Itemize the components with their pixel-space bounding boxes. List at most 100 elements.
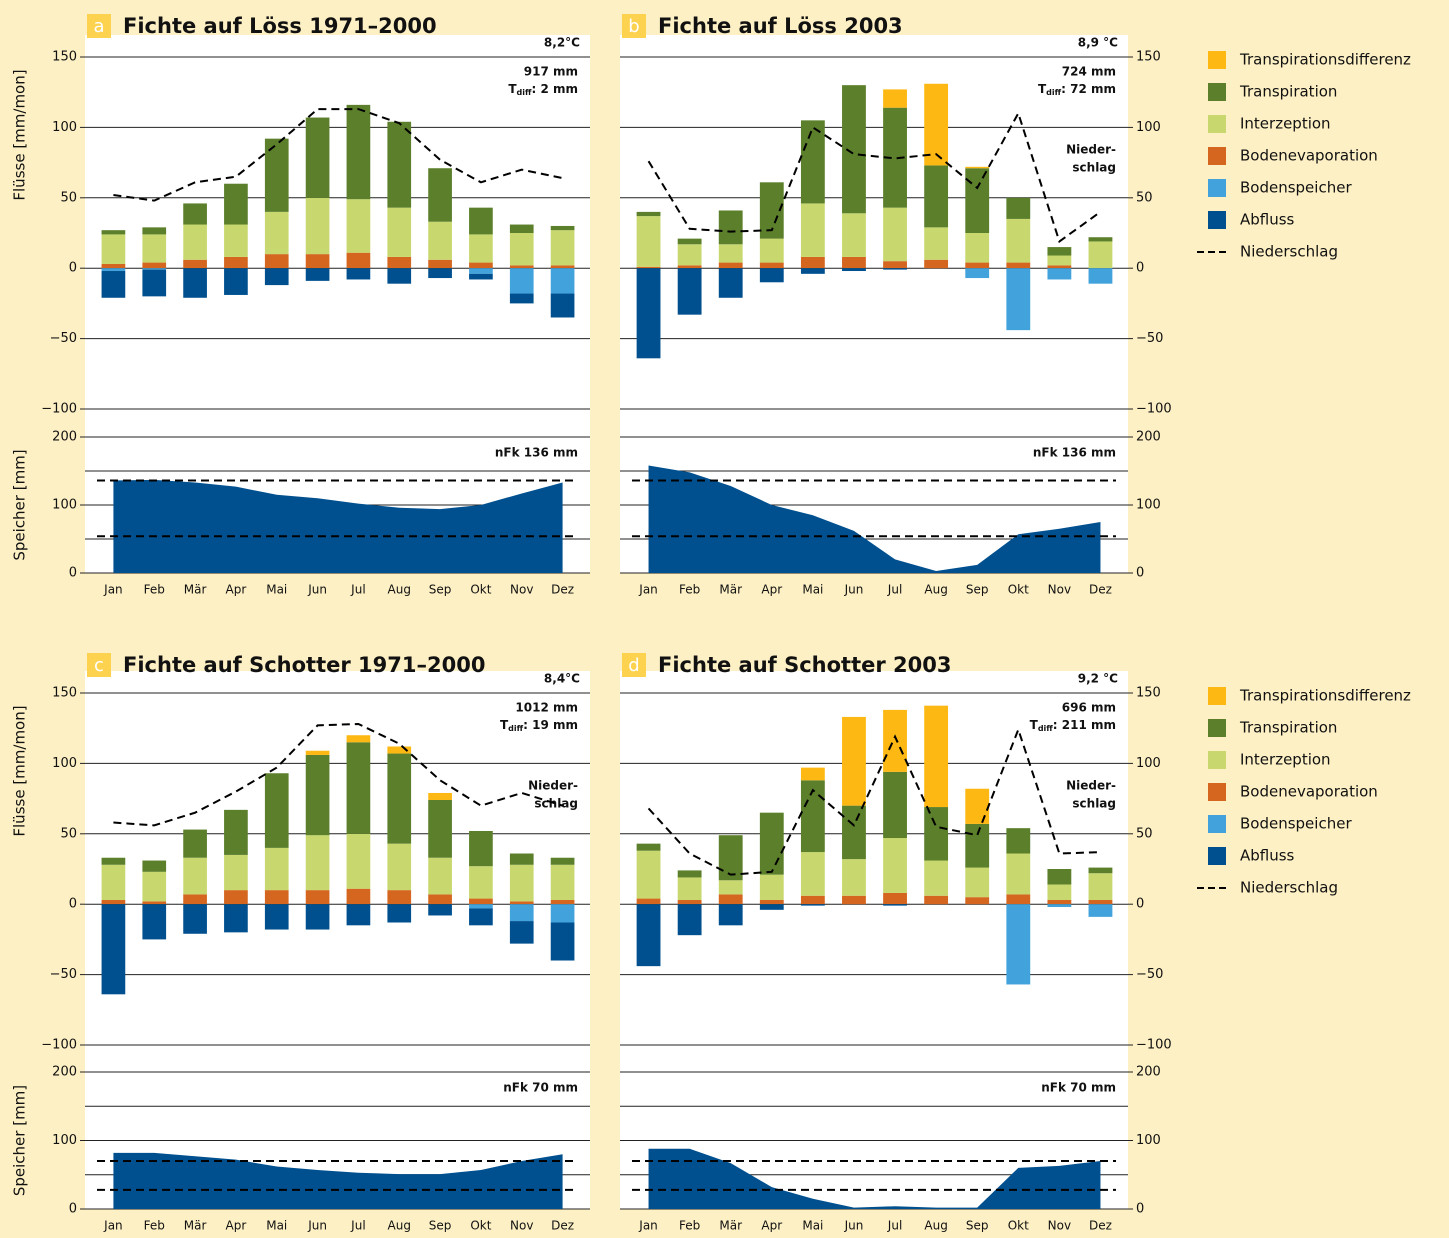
panel-letter: d bbox=[628, 655, 639, 676]
bar-segment bbox=[636, 211, 661, 217]
bar-segment bbox=[883, 89, 907, 108]
x-tick-label: Aug bbox=[388, 1219, 411, 1233]
bar-segment bbox=[469, 207, 493, 235]
y-tick-label: 0 bbox=[1136, 1202, 1144, 1217]
legend-label: Transpirationsdifferenz bbox=[1239, 687, 1411, 705]
bar-segment bbox=[264, 890, 289, 905]
panel-letter: a bbox=[93, 16, 104, 37]
y-tick-label: 150 bbox=[1136, 686, 1161, 701]
bar-segment bbox=[965, 262, 990, 269]
bar-segment bbox=[264, 211, 289, 255]
bar-segment bbox=[550, 922, 575, 961]
legend-label: Interzeption bbox=[1240, 115, 1331, 133]
x-tick-label: Apr bbox=[761, 1219, 782, 1233]
temperature: 9,2 °C bbox=[1078, 672, 1118, 686]
x-tick-label: Jul bbox=[350, 583, 365, 597]
bar-segment bbox=[387, 746, 412, 754]
bar-segment bbox=[924, 165, 949, 228]
x-tick-label: Nov bbox=[510, 583, 533, 597]
x-tick-label: Jun bbox=[307, 583, 327, 597]
bar-segment bbox=[469, 898, 493, 905]
bar-segment bbox=[509, 901, 534, 905]
bar-segment bbox=[883, 709, 907, 772]
bar-segment bbox=[924, 895, 949, 905]
bar-segment bbox=[428, 792, 452, 801]
bar-segment bbox=[677, 244, 702, 266]
temperature: 8,4°C bbox=[544, 672, 580, 686]
bar-segment bbox=[264, 904, 289, 930]
y-tick-label: 100 bbox=[52, 1133, 77, 1148]
tdiff-subscript: diff bbox=[508, 724, 523, 733]
bar-segment bbox=[800, 852, 825, 896]
x-tick-label: Jul bbox=[887, 583, 902, 597]
bar-segment bbox=[101, 857, 126, 865]
x-tick-label: Apr bbox=[226, 1219, 247, 1233]
y-tick-label: 200 bbox=[1136, 430, 1161, 445]
bar-segment bbox=[883, 268, 907, 270]
x-tick-label: Mär bbox=[184, 1219, 207, 1233]
x-tick-label: Jul bbox=[350, 1219, 365, 1233]
legend-label: Abfluss bbox=[1240, 211, 1295, 229]
y-tick-label: 0 bbox=[1136, 566, 1144, 581]
bar-segment bbox=[842, 895, 866, 905]
bar-segment bbox=[183, 904, 207, 934]
y-tick-label: 150 bbox=[1136, 50, 1161, 65]
bar-segment bbox=[264, 773, 289, 848]
bar-segment bbox=[428, 221, 452, 260]
legend-swatch bbox=[1208, 687, 1226, 705]
bar-segment bbox=[509, 904, 534, 922]
bar-segment bbox=[509, 224, 534, 233]
y-tick-label: 50 bbox=[60, 826, 77, 841]
bar-segment bbox=[759, 268, 784, 283]
bar-segment bbox=[387, 904, 412, 923]
tdiff-subscript: diff bbox=[1038, 724, 1053, 733]
bar-segment bbox=[1006, 268, 1031, 331]
bar-segment bbox=[428, 904, 452, 916]
y-tick-label: −100 bbox=[1136, 402, 1172, 417]
legend-swatch bbox=[1208, 115, 1226, 133]
legend-label: Niederschlag bbox=[1240, 243, 1338, 261]
bar-segment bbox=[142, 901, 167, 905]
bar-segment bbox=[387, 843, 412, 891]
legend-swatch bbox=[1208, 751, 1226, 769]
bar-segment bbox=[883, 107, 907, 208]
bar-segment bbox=[428, 168, 452, 222]
bar-segment bbox=[224, 890, 248, 905]
bar-segment bbox=[224, 904, 248, 933]
bar-segment bbox=[183, 894, 207, 905]
storage-annotation: nFk 70 mm bbox=[503, 1081, 578, 1095]
bar-segment bbox=[759, 238, 784, 263]
bar-segment bbox=[469, 866, 493, 899]
precipitation-line bbox=[113, 722, 563, 827]
x-tick-label: Dez bbox=[1089, 583, 1112, 597]
x-tick-label: Mai bbox=[266, 583, 287, 597]
bar-segment bbox=[965, 867, 990, 898]
bar-segment bbox=[550, 857, 575, 865]
bar-segment bbox=[509, 265, 534, 269]
legend-swatch bbox=[1208, 847, 1226, 865]
bar-segment bbox=[101, 899, 126, 905]
bar-segment bbox=[224, 809, 248, 855]
bar-segment bbox=[1088, 268, 1113, 284]
y-tick-label: 0 bbox=[1136, 261, 1144, 276]
bar-segment bbox=[183, 259, 207, 269]
x-tick-label: Feb bbox=[679, 583, 700, 597]
bar-segment bbox=[1006, 218, 1031, 263]
y-tick-label: −50 bbox=[50, 331, 77, 346]
bar-segment bbox=[550, 225, 575, 231]
bar-segment bbox=[842, 256, 866, 269]
annotation: 696 mm bbox=[1062, 701, 1116, 715]
plot-background bbox=[620, 671, 1128, 1209]
bar-segment bbox=[550, 904, 575, 923]
bar-segment bbox=[965, 233, 990, 263]
y-tick-label: 100 bbox=[52, 756, 77, 771]
bar-segment bbox=[550, 293, 575, 318]
x-tick-label: Mai bbox=[802, 1219, 823, 1233]
legend-label: Interzeption bbox=[1240, 751, 1331, 769]
bar-segment bbox=[718, 268, 743, 298]
bar-segment bbox=[428, 259, 452, 269]
bar-segment bbox=[800, 780, 825, 853]
bar-segment bbox=[346, 742, 371, 834]
bar-segment bbox=[759, 899, 784, 905]
bar-segment bbox=[346, 888, 371, 905]
